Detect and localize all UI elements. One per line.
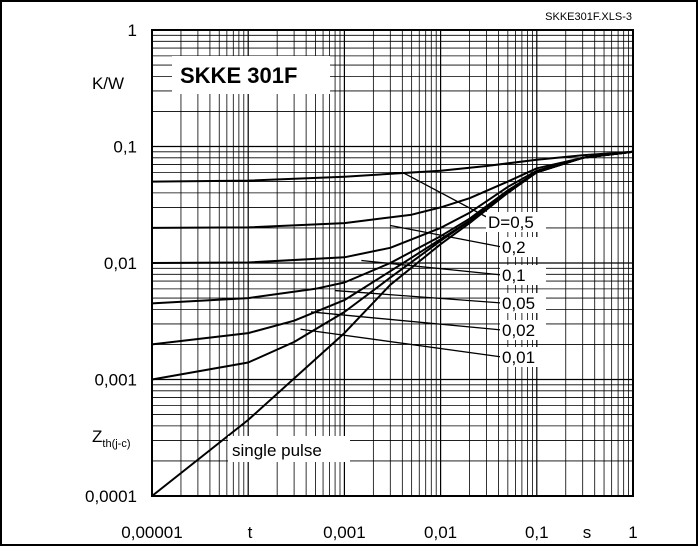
single-pulse-label: single pulse bbox=[232, 441, 322, 460]
leader-line bbox=[310, 311, 503, 331]
title-box bbox=[172, 56, 330, 94]
curve-label: 0,1 bbox=[502, 266, 526, 285]
curves bbox=[151, 150, 634, 497]
single-pulse-label-bg bbox=[228, 436, 350, 462]
y-tick-label: 0,1 bbox=[113, 138, 137, 157]
y-tick-label: 0,0001 bbox=[85, 487, 137, 506]
curve-label: 0,2 bbox=[502, 238, 526, 257]
y-tick-label: 0,001 bbox=[94, 371, 137, 390]
x-tick-label: 1 bbox=[628, 523, 637, 542]
x-tick-label: 0,001 bbox=[323, 523, 366, 542]
leader-line bbox=[300, 328, 503, 358]
x-axis-symbol: t bbox=[248, 523, 253, 542]
file-id: SKKE301F.XLS-3 bbox=[545, 11, 632, 23]
x-tick-labels: 0,00001 0,001 0,01 0,1 1 bbox=[121, 523, 637, 542]
chart-title: SKKE 301F bbox=[180, 63, 297, 88]
y-axis-unit: K/W bbox=[92, 74, 124, 93]
curve-label: 0,02 bbox=[502, 321, 535, 340]
y-symbol-sub: th(j-c) bbox=[102, 438, 130, 450]
y-tick-label: 0,01 bbox=[104, 254, 137, 273]
y-tick-labels: 1 0,1 0,01 0,001 0,0001 bbox=[85, 21, 137, 506]
curve-labels: D=0,5 0,2 0,1 0,05 0,02 0,01 single pulse bbox=[228, 171, 546, 462]
curve-label: D=0,5 bbox=[488, 213, 534, 232]
curve-label: 0,05 bbox=[502, 294, 535, 313]
leader-line bbox=[390, 224, 503, 248]
leader-line bbox=[335, 289, 503, 304]
curve-label-bg bbox=[500, 265, 546, 285]
x-axis-unit: s bbox=[583, 523, 592, 542]
curve-label-bg bbox=[500, 320, 546, 340]
curve-label-bg bbox=[500, 237, 546, 257]
x-tick-label: 0,01 bbox=[424, 523, 457, 542]
curve-label-bg bbox=[500, 347, 546, 367]
y-axis-symbol: Zth(j-c) bbox=[92, 427, 131, 450]
leader-line bbox=[402, 171, 497, 223]
curve-0 bbox=[151, 150, 634, 183]
curve-label: 0,01 bbox=[502, 348, 535, 367]
leader-line bbox=[361, 259, 503, 276]
curve-1 bbox=[151, 150, 634, 229]
x-tick-label: 0,00001 bbox=[121, 523, 182, 542]
x-tick-label: 0,1 bbox=[525, 523, 549, 542]
y-symbol-main: Z bbox=[92, 427, 102, 446]
curve-label-bg bbox=[500, 293, 546, 313]
y-tick-label: 1 bbox=[128, 21, 137, 40]
curve-6 bbox=[151, 150, 634, 497]
curve-label-bg bbox=[486, 212, 546, 232]
